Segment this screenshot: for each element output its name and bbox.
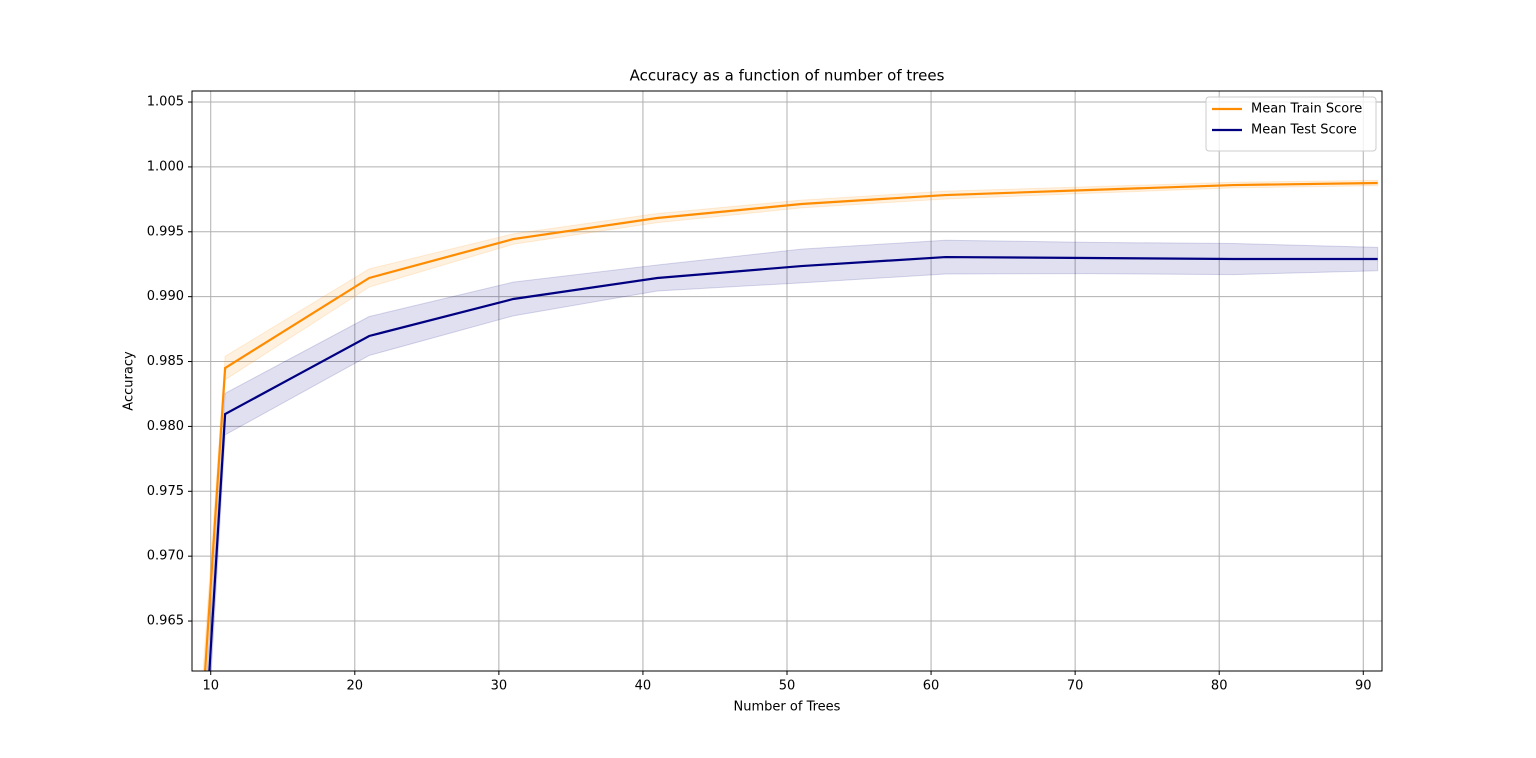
line [203,181,1378,671]
y-tick-label: 0.985 [147,354,184,369]
band [206,239,1379,671]
x-tick-label: 70 [1067,679,1084,694]
y-tick-label: 1.005 [147,95,184,110]
ticks: 10 20 30 40 50 60 70 80 90 0.965 0.970 0.975 0.980 0.… [147,95,1372,694]
y-axis-label: Accuracy [122,351,137,411]
x-tick-label: 40 [635,679,652,694]
chart-title: Accuracy as a function of number of tree… [630,67,945,85]
x-tick-label: 30 [491,679,508,694]
grid [192,91,1382,671]
legend-box [1205,96,1377,152]
y-tick-label: 0.995 [147,224,184,239]
legend: Mean Train Score Mean Test Score [1205,96,1377,152]
band [202,179,1379,671]
line [208,255,1378,671]
x-tick-label: 50 [779,679,796,694]
y-tick-label: 1.000 [147,159,184,174]
x-tick-label: 10 [202,679,219,694]
y-tick-label: 0.980 [147,419,184,434]
legend-label: Mean Train Score [1251,102,1362,117]
y-tick-label: 0.990 [147,289,184,304]
x-tick-label: 90 [1355,679,1372,694]
x-tick-label: 60 [923,679,940,694]
x-tick-label: 20 [347,679,364,694]
x-axis-label: Number of Trees [734,700,841,715]
x-tick-label: 80 [1211,679,1228,694]
legend-label: Mean Test Score [1251,123,1357,138]
y-tick-label: 0.970 [147,549,184,564]
y-tick-label: 0.975 [147,484,184,499]
plot-area [202,179,1379,671]
y-tick-label: 0.965 [147,614,184,629]
